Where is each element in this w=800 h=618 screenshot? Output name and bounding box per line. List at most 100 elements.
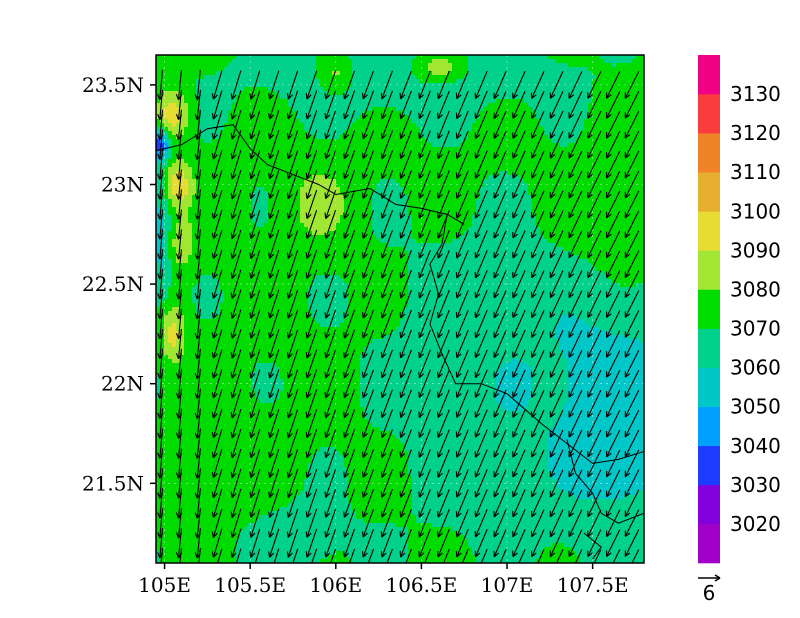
field-cell xyxy=(260,123,265,128)
field-cell xyxy=(588,147,593,152)
field-cell xyxy=(356,115,361,120)
field-cell xyxy=(620,127,625,132)
field-cell xyxy=(232,87,237,92)
field-cell xyxy=(612,71,617,76)
field-cell xyxy=(160,107,165,112)
field-cell xyxy=(200,175,205,180)
field-cell xyxy=(316,147,321,152)
field-cell xyxy=(296,107,301,112)
field-cell xyxy=(516,135,521,140)
field-cell xyxy=(376,211,381,216)
field-cell xyxy=(616,91,621,96)
field-cell xyxy=(584,115,589,120)
field-cell xyxy=(564,203,569,208)
field-cell xyxy=(304,199,309,204)
field-cell xyxy=(332,99,337,104)
field-cell xyxy=(204,171,209,176)
field-cell xyxy=(180,67,185,72)
field-cell xyxy=(220,147,225,152)
field-cell xyxy=(536,75,541,80)
field-cell xyxy=(472,215,477,220)
field-cell xyxy=(560,55,565,60)
field-cell xyxy=(348,59,353,64)
field-cell xyxy=(444,143,449,148)
field-cell xyxy=(588,135,593,140)
field-cell xyxy=(596,183,601,188)
field-cell xyxy=(612,163,617,168)
field-cell xyxy=(564,135,569,140)
field-cell xyxy=(624,131,629,136)
field-cell xyxy=(284,135,289,140)
field-cell xyxy=(208,87,213,92)
field-cell xyxy=(576,143,581,148)
field-cell xyxy=(344,207,349,212)
field-cell xyxy=(604,59,609,64)
field-cell xyxy=(352,211,357,216)
field-cell xyxy=(180,99,185,104)
field-cell xyxy=(388,191,393,196)
field-cell xyxy=(368,143,373,148)
field-cell xyxy=(552,83,557,88)
field-cell xyxy=(160,167,165,172)
field-cell xyxy=(544,75,549,80)
field-cell xyxy=(240,143,245,148)
field-cell xyxy=(200,59,205,64)
field-cell xyxy=(572,139,577,144)
field-cell xyxy=(228,199,233,204)
field-cell xyxy=(204,95,209,100)
field-cell xyxy=(156,63,161,68)
field-cell xyxy=(252,119,257,124)
field-cell xyxy=(336,123,341,128)
field-cell xyxy=(228,67,233,72)
field-cell xyxy=(584,95,589,100)
field-cell xyxy=(348,183,353,188)
field-cell xyxy=(420,155,425,160)
field-cell xyxy=(452,179,457,184)
field-cell xyxy=(300,115,305,120)
field-cell xyxy=(284,211,289,216)
field-cell xyxy=(280,199,285,204)
field-cell xyxy=(352,199,357,204)
field-cell xyxy=(220,103,225,108)
field-cell xyxy=(300,55,305,60)
field-cell xyxy=(356,135,361,140)
field-cell xyxy=(188,119,193,124)
field-cell xyxy=(160,207,165,212)
field-cell xyxy=(372,147,377,152)
field-cell xyxy=(384,107,389,112)
field-cell xyxy=(488,79,493,84)
field-cell xyxy=(516,115,521,120)
field-cell xyxy=(208,123,213,128)
field-cell xyxy=(212,67,217,72)
field-cell xyxy=(184,163,189,168)
field-cell xyxy=(576,139,581,144)
field-cell xyxy=(632,111,637,116)
field-cell xyxy=(444,63,449,68)
field-cell xyxy=(296,203,301,208)
field-cell xyxy=(624,75,629,80)
field-cell xyxy=(200,67,205,72)
field-cell xyxy=(448,103,453,108)
field-cell xyxy=(372,75,377,80)
field-cell xyxy=(500,191,505,196)
field-cell xyxy=(608,115,613,120)
field-cell xyxy=(360,59,365,64)
field-cell xyxy=(508,123,513,128)
field-cell xyxy=(384,59,389,64)
field-cell xyxy=(540,99,545,104)
field-cell xyxy=(604,183,609,188)
field-cell xyxy=(344,183,349,188)
field-cell xyxy=(504,123,509,128)
field-cell xyxy=(288,71,293,76)
field-cell xyxy=(556,195,561,200)
field-cell xyxy=(280,171,285,176)
field-cell xyxy=(536,67,541,72)
field-cell xyxy=(364,139,369,144)
field-cell xyxy=(512,107,517,112)
field-cell xyxy=(172,131,177,136)
field-cell xyxy=(380,171,385,176)
field-cell xyxy=(216,107,221,112)
field-cell xyxy=(156,143,161,148)
field-cell xyxy=(228,111,233,116)
field-cell xyxy=(544,71,549,76)
